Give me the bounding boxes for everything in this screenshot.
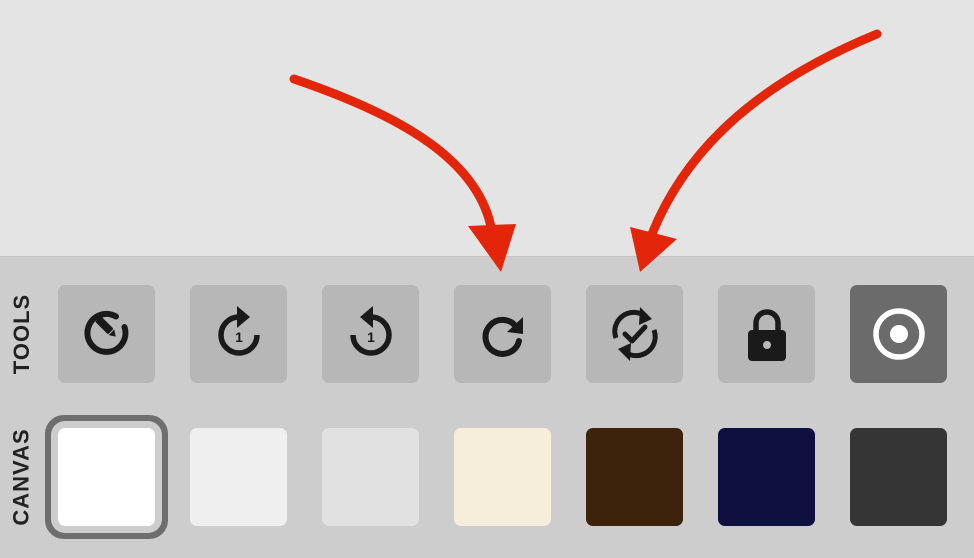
sync-check-tool-button[interactable] [586, 285, 683, 383]
pencil-circle-tool-button[interactable] [58, 285, 155, 383]
pencil-circle-icon [83, 310, 128, 355]
canvas-color-brown[interactable] [586, 428, 683, 526]
canvas-color-light-gray[interactable] [190, 428, 287, 526]
sync-check-icon [611, 307, 658, 361]
target-tool-button[interactable] [850, 285, 947, 383]
canvas-color-white[interactable] [58, 428, 155, 526]
lock-icon [747, 309, 786, 361]
redo-one-number: 1 [235, 329, 243, 345]
canvas-row-label: CANVAS [0, 428, 44, 526]
drawing-canvas[interactable] [0, 0, 974, 256]
canvas-color-charcoal[interactable] [850, 428, 947, 526]
redo-one-tool-button[interactable]: 1 [190, 285, 287, 383]
lock-tool-button[interactable] [718, 285, 815, 383]
bottom-toolbar-panel: TOOLS CANVAS 1 1 [0, 256, 974, 558]
target-icon [872, 308, 925, 360]
redo-one-icon: 1 [217, 306, 260, 356]
canvas-label: CANVAS [9, 428, 35, 526]
redo-tool-button[interactable] [454, 285, 551, 383]
tools-label: TOOLS [9, 293, 35, 375]
canvas-color-navy[interactable] [718, 428, 815, 526]
undo-one-number: 1 [367, 329, 375, 345]
undo-one-icon: 1 [349, 306, 392, 356]
tools-row-label: TOOLS [0, 285, 44, 383]
canvas-color-cream[interactable] [454, 428, 551, 526]
undo-one-tool-button[interactable]: 1 [322, 285, 419, 383]
canvas-color-silver[interactable] [322, 428, 419, 526]
redo-icon [482, 316, 523, 357]
